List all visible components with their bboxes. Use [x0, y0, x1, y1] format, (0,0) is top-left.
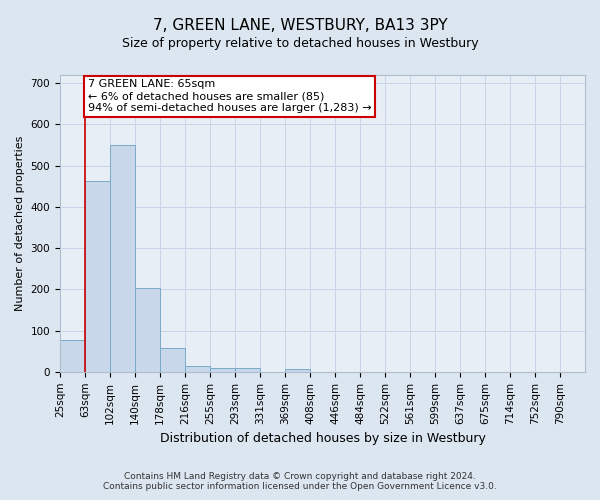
Bar — [85, 181, 110, 372]
Bar — [235, 368, 260, 372]
Y-axis label: Number of detached properties: Number of detached properties — [15, 136, 25, 311]
Bar — [185, 366, 210, 372]
Bar — [60, 340, 85, 372]
X-axis label: Distribution of detached houses by size in Westbury: Distribution of detached houses by size … — [160, 432, 485, 445]
Bar — [135, 288, 160, 372]
Text: Size of property relative to detached houses in Westbury: Size of property relative to detached ho… — [122, 38, 478, 51]
Text: 7 GREEN LANE: 65sqm
← 6% of detached houses are smaller (85)
94% of semi-detache: 7 GREEN LANE: 65sqm ← 6% of detached hou… — [88, 80, 371, 112]
Bar — [285, 368, 310, 372]
Text: 7, GREEN LANE, WESTBURY, BA13 3PY: 7, GREEN LANE, WESTBURY, BA13 3PY — [152, 18, 448, 32]
Bar — [160, 348, 185, 372]
Bar — [210, 368, 235, 372]
Bar — [110, 145, 135, 372]
Text: Contains HM Land Registry data © Crown copyright and database right 2024.
Contai: Contains HM Land Registry data © Crown c… — [103, 472, 497, 491]
